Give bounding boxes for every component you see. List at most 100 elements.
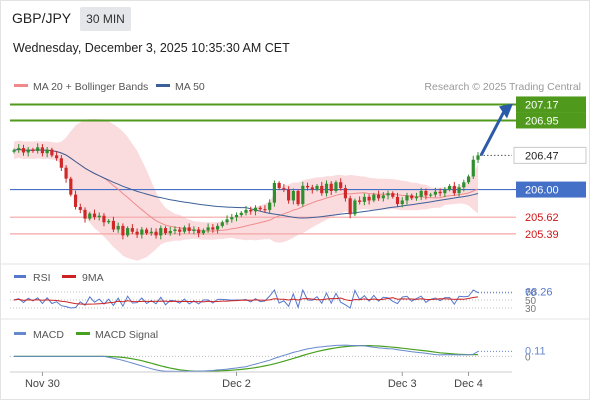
candle-body-19 (102, 215, 106, 223)
candle-body-80 (391, 193, 395, 197)
bollinger-band (14, 118, 478, 261)
level-badge-1 (516, 112, 586, 129)
rsi-level-label-30: 30 (525, 304, 537, 315)
x-tick-label-3: Dec 4 (454, 378, 483, 390)
candle-body-53 (263, 209, 267, 211)
candle-body-18 (97, 215, 101, 218)
candle-body-11 (64, 167, 68, 179)
forecast-arrow-layer (479, 103, 513, 157)
candle-body-98 (476, 155, 480, 160)
candle-body-8 (50, 149, 54, 156)
candles-layer (12, 143, 480, 240)
candle-body-46 (230, 217, 234, 220)
x-tick-label-1: Dec 2 (222, 378, 251, 390)
timeframe-badge[interactable]: 30 MIN (86, 12, 125, 26)
candle-body-47 (234, 215, 239, 218)
candle-body-89 (433, 191, 437, 195)
candle-body-7 (45, 149, 49, 154)
candle-body-91 (443, 189, 447, 194)
candle-body-61 (301, 185, 305, 205)
candle-body-56 (277, 183, 281, 189)
timeframe-badge-bg (80, 7, 131, 31)
symbol-title: GBP/JPY (12, 10, 72, 26)
level-label-1: 206.95 (525, 115, 559, 127)
level-label-support-4: 205.62 (525, 212, 559, 224)
rsi-ma-line (13, 296, 479, 305)
candle-body-29 (149, 231, 153, 234)
bollinger-band-layer (14, 118, 478, 261)
candle-body-0 (12, 150, 16, 152)
candle-body-88 (429, 194, 433, 196)
legend-swatch-macd-signal (76, 332, 90, 335)
candle-body-82 (400, 200, 404, 205)
level-label-support-5: 205.39 (525, 229, 559, 241)
x-tick-label-0: Nov 30 (25, 378, 60, 390)
candle-body-81 (395, 196, 400, 205)
candle-body-33 (168, 231, 172, 234)
legend-label-rsi: RSI (33, 272, 51, 284)
forecast-arrow-head (499, 103, 513, 119)
candle-body-9 (55, 155, 59, 159)
candle-body-2 (21, 148, 26, 153)
candle-body-94 (457, 187, 461, 194)
candle-body-64 (315, 185, 319, 190)
candle-body-5 (36, 147, 40, 151)
candle-body-52 (258, 207, 262, 210)
candle-body-76 (372, 194, 376, 201)
candle-body-95 (462, 182, 466, 188)
candle-body-66 (324, 183, 329, 194)
candle-body-42 (211, 227, 215, 230)
candle-body-28 (144, 229, 149, 234)
candle-body-20 (107, 220, 111, 223)
legend-swatch-ma20 (14, 84, 28, 87)
candle-body-34 (173, 229, 177, 231)
x-tick-label-2: Dec 3 (388, 378, 417, 390)
candle-body-4 (31, 149, 35, 151)
candle-body-77 (376, 194, 381, 199)
candle-body-65 (320, 185, 324, 194)
candle-body-79 (386, 193, 390, 196)
candle-body-57 (282, 188, 286, 190)
candle-body-83 (405, 195, 409, 201)
level-label-0: 207.17 (525, 99, 559, 111)
macd-line (14, 344, 479, 372)
candle-body-15 (83, 209, 87, 219)
candle-body-68 (334, 182, 338, 191)
rsi-level-label-50: 50 (525, 296, 537, 307)
legend-label-macd: MACD (33, 329, 64, 341)
level-badge-0 (516, 96, 586, 113)
candle-body-73 (358, 200, 362, 202)
candle-body-86 (419, 191, 423, 197)
candle-body-67 (329, 183, 333, 191)
copyright-text: Research © 2025 Trading Central (424, 81, 581, 93)
candle-body-62 (305, 185, 310, 188)
candle-body-38 (192, 229, 196, 231)
candle-body-60 (296, 191, 300, 205)
candle-body-24 (126, 228, 130, 236)
candle-body-72 (353, 200, 357, 215)
x-axis: Nov 30 Dec 2 Dec 3 Dec 4 (25, 372, 483, 390)
candle-body-23 (121, 225, 125, 236)
legend-label-rsi-ma: 9MA (82, 272, 104, 284)
level-badge-3 (516, 181, 586, 198)
candle-body-14 (78, 207, 82, 210)
candle-body-84 (410, 195, 414, 199)
candle-body-90 (438, 191, 442, 194)
candle-body-48 (239, 212, 243, 215)
candle-body-30 (154, 231, 158, 236)
candle-body-87 (424, 191, 428, 196)
candle-body-93 (452, 185, 456, 194)
candle-body-59 (291, 191, 295, 201)
candle-body-27 (140, 229, 144, 235)
candle-body-1 (17, 148, 21, 151)
candle-body-71 (348, 198, 352, 215)
candle-body-22 (116, 225, 120, 230)
candle-body-44 (220, 222, 224, 226)
candle-body-17 (92, 213, 97, 218)
macd-layer: 00.11 (10, 344, 546, 372)
rsi-value-label: 68.26 (525, 287, 553, 299)
level-labels-layer: 207.17 206.95 206.47 206.00 205.62 205.39 (513, 96, 587, 241)
candle-body-31 (159, 228, 163, 236)
